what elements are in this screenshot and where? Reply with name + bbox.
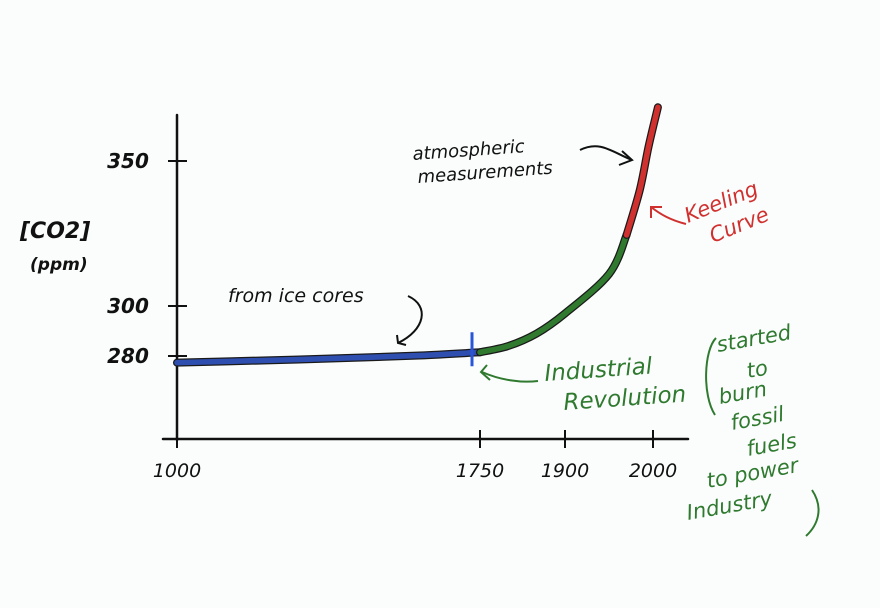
x-tick-label: 2000: [629, 460, 677, 482]
note-line: fossil: [729, 402, 786, 435]
note-bracket-right: [805, 489, 820, 537]
axes: [161, 113, 690, 442]
industrial-arrow: [481, 371, 539, 383]
annotation-ice-cores: from ice cores: [228, 285, 423, 346]
y-tick-label: 300: [107, 294, 149, 318]
atmospheric-arrowhead: [618, 150, 634, 166]
series-layer: [173, 103, 662, 367]
y-tick-label: 350: [107, 149, 149, 173]
y-tick-label: 280: [107, 344, 149, 368]
note-bracket-left: [705, 337, 717, 416]
atmospheric-arrow: [579, 145, 633, 161]
ice-cores-label: from ice cores: [228, 285, 364, 307]
industrial-line1: Industrial: [544, 353, 654, 387]
keeling-series: [623, 104, 661, 238]
industrial-series-outline: [476, 230, 631, 357]
note-line: burn: [717, 377, 769, 409]
x-tick-label: 1750: [456, 460, 504, 482]
industrial-series: [477, 232, 630, 356]
industrial-line2: Revolution: [563, 381, 687, 416]
y-axis-unit: (ppm): [30, 255, 88, 275]
keeling-arrow: [650, 206, 687, 225]
ticks: 1000 1750 1900 2000 280 300 350: [107, 149, 677, 482]
keeling-arrowhead: [650, 206, 662, 218]
industrial-arrowhead: [479, 364, 491, 381]
note-line: Industry: [685, 486, 775, 525]
x-tick-label: 1900: [541, 460, 589, 482]
annotation-atmospheric: atmospheric measurements: [412, 136, 634, 188]
ice-cores-arrowhead: [396, 334, 407, 346]
ice-core-series: [174, 349, 483, 366]
ice-cores-arrow: [397, 295, 423, 344]
note-line: to: [745, 356, 770, 383]
note-line: started: [715, 320, 794, 357]
y-axis-label: [CO2]: [19, 219, 90, 244]
x-tick-label: 1000: [153, 460, 201, 482]
annotation-keeling: Keeling Curve: [650, 176, 772, 248]
annotation-industrial: Industrial Revolution: [479, 353, 687, 416]
